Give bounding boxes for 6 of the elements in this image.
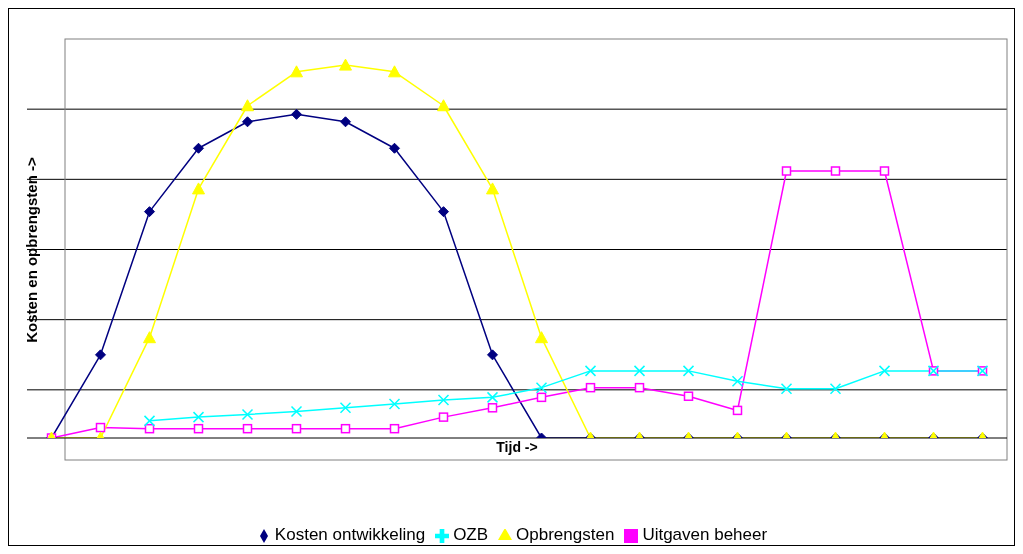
legend-label: Kosten ontwikkeling [274, 525, 426, 544]
legend-label: Opbrengsten [516, 525, 615, 544]
x-axis-title: Tijd -> [496, 438, 538, 455]
legend-label: OZB [453, 525, 489, 544]
y-axis-title: Kosten en opbrengsten -> [22, 156, 40, 343]
legend-label: Uitgaven beheer [642, 525, 768, 544]
